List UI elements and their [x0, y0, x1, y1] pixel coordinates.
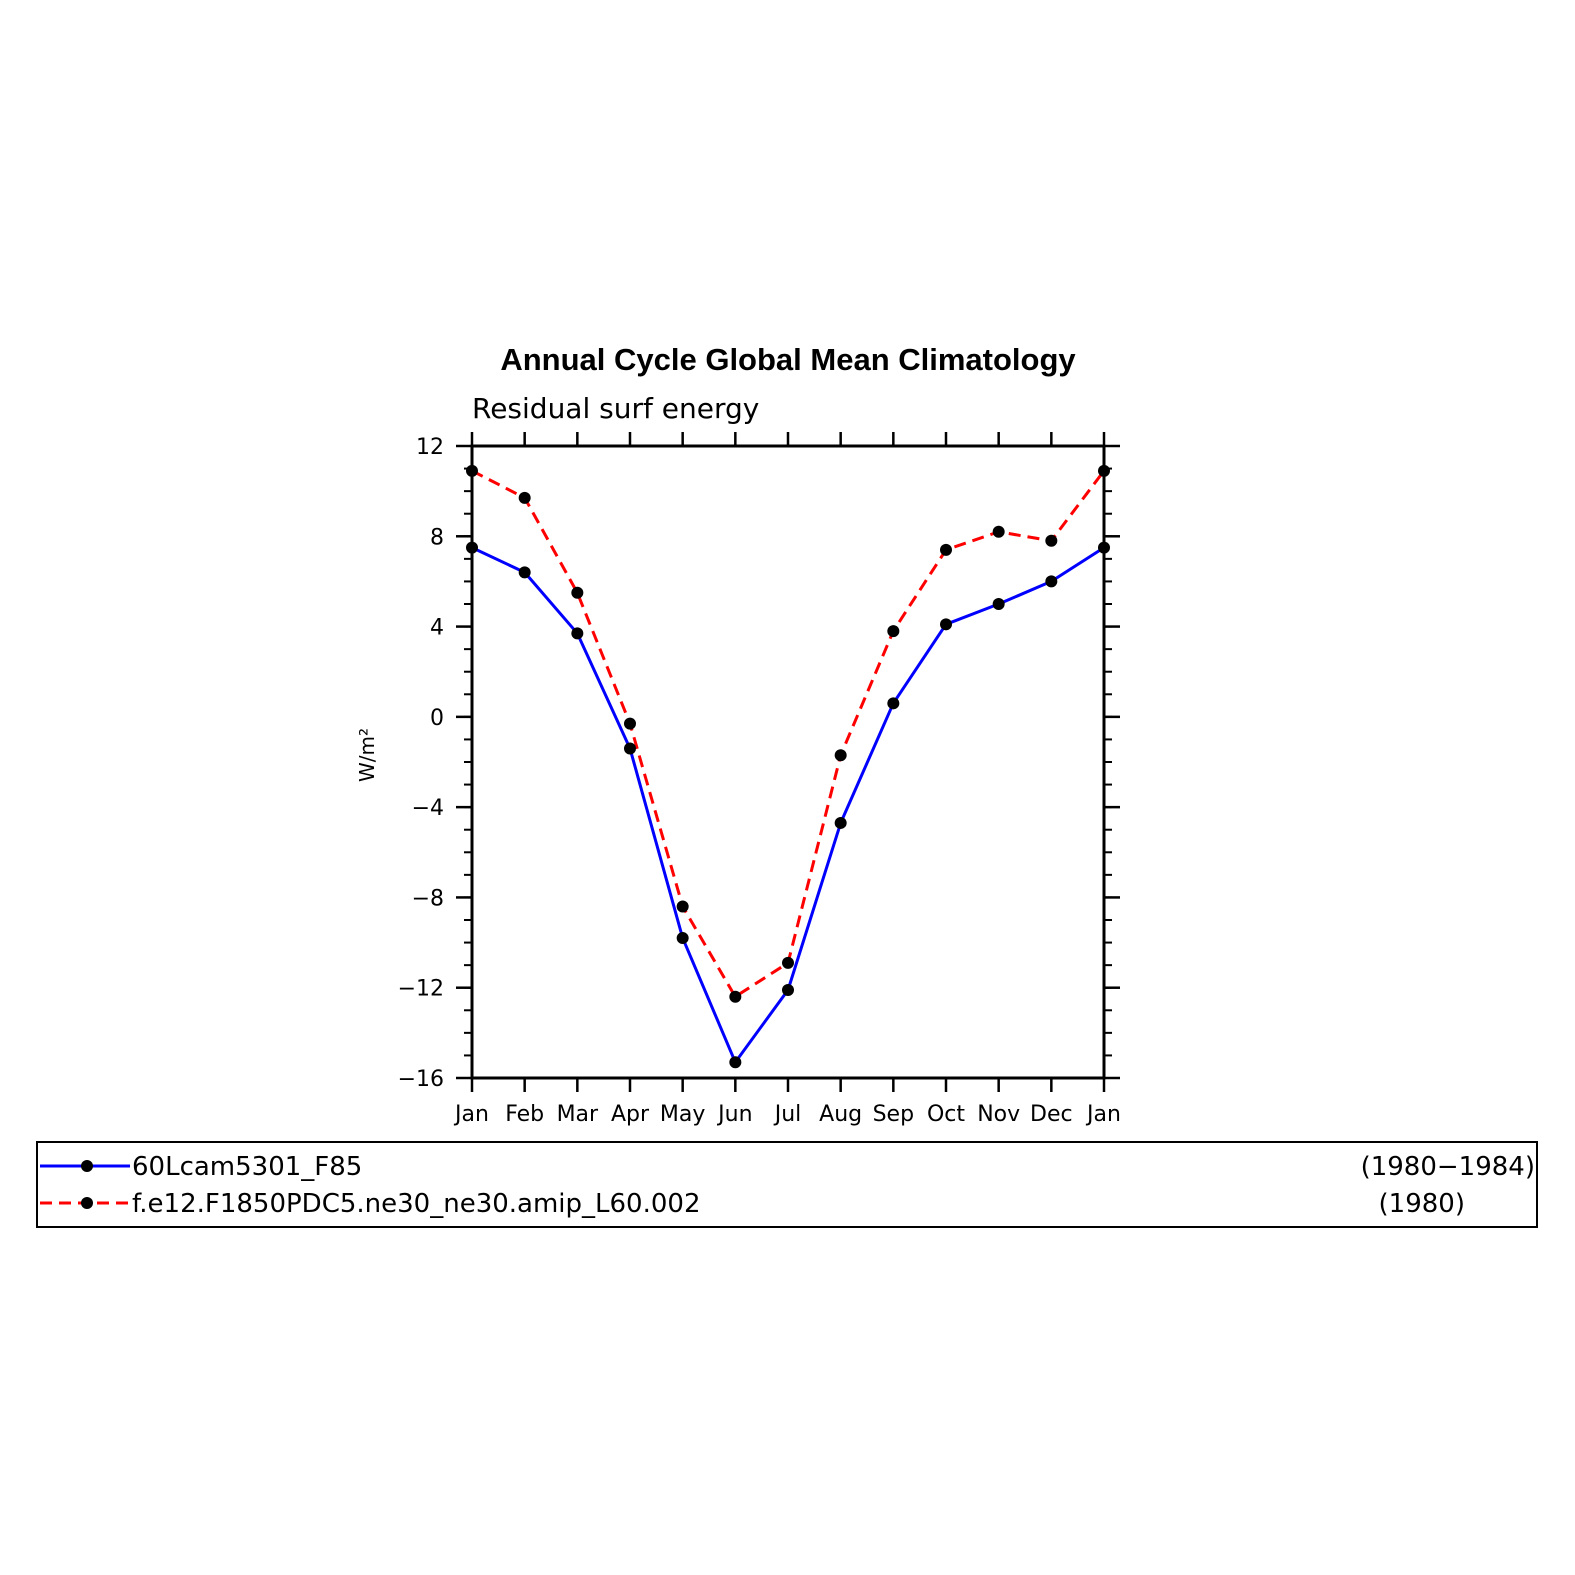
data-point-series-1: [571, 627, 584, 640]
legend-period-series-2: (1980): [1379, 1189, 1465, 1219]
x-tick-label: May: [660, 1102, 705, 1127]
data-point-series-2: [571, 586, 584, 599]
y-tick-label: 4: [430, 616, 444, 641]
y-tick-label: −16: [398, 1067, 444, 1092]
data-point-series-2: [676, 900, 689, 913]
legend-period-series-1: (1980−1984): [1361, 1152, 1535, 1182]
data-point-series-1: [887, 697, 900, 710]
y-tick-label: 12: [416, 435, 444, 460]
y-tick-label: 0: [430, 706, 444, 731]
data-point-series-2: [992, 525, 1005, 538]
data-point-series-1: [676, 932, 689, 945]
data-point-series-1: [624, 742, 636, 755]
chart-title: Annual Cycle Global Mean Climatology: [500, 342, 1076, 377]
x-tick-label: Jan: [453, 1102, 489, 1127]
legend-box: [36, 1141, 1538, 1228]
data-point-series-1: [782, 983, 794, 996]
x-tick-label: Feb: [505, 1102, 544, 1127]
data-point-series-1: [1045, 575, 1058, 588]
data-point-series-1: [992, 598, 1005, 610]
data-point-series-2: [518, 491, 531, 504]
data-point-series-1: [518, 566, 531, 579]
data-point-series-2: [466, 464, 478, 477]
data-point-series-1: [729, 1056, 742, 1069]
legend: 60Lcam5301_F85 (1980−1984) f.e12.F1850PD…: [36, 1141, 1538, 1228]
x-tick-label: Sep: [873, 1102, 914, 1127]
chart-subtitle: Residual surf energy: [472, 392, 759, 425]
data-point-series-1: [1098, 541, 1110, 554]
x-tick-label: Jan: [1085, 1102, 1121, 1127]
x-tick-label: Jun: [716, 1102, 752, 1127]
x-tick-label: Jul: [773, 1102, 802, 1127]
data-point-series-2: [1045, 534, 1058, 547]
y-tick-label: −12: [398, 977, 444, 1002]
data-point-series-2: [887, 625, 900, 638]
legend-marker-series-1: [81, 1160, 93, 1172]
x-tick-label: Dec: [1030, 1102, 1073, 1127]
data-point-series-2: [729, 990, 742, 1003]
legend-marker-series-2: [81, 1197, 93, 1209]
plot-axes: Jan Feb Mar Apr May Jun Jul Aug Sep Oct Nov Dec Jan 1…: [398, 432, 1121, 1127]
legend-label-series-2: f.e12.F1850PDC5.ne30_ne30.amip_L60.002: [132, 1189, 700, 1219]
y-axis-label: W/m²: [355, 728, 379, 782]
data-point-series-1: [940, 618, 952, 631]
x-tick-label: Mar: [557, 1102, 599, 1127]
y-tick-label: 8: [430, 525, 444, 550]
data-point-series-2: [1098, 464, 1110, 477]
data-point-series-1: [466, 541, 478, 554]
y-tick-label: −8: [412, 886, 444, 911]
x-tick-label: Nov: [977, 1102, 1020, 1127]
data-point-series-2: [624, 717, 636, 730]
x-tick-label: Apr: [611, 1102, 650, 1127]
legend-label-series-1: 60Lcam5301_F85: [132, 1152, 362, 1182]
x-tick-label: Aug: [819, 1102, 862, 1127]
x-tick-label: Oct: [927, 1102, 965, 1127]
data-point-series-1: [834, 816, 847, 829]
y-tick-label: −4: [412, 796, 444, 821]
data-point-series-2: [834, 749, 847, 762]
plot-frame: [470, 444, 1106, 1080]
series-line-2: [471, 469, 1106, 999]
data-point-series-2: [782, 956, 794, 969]
data-point-series-2: [940, 543, 952, 556]
series-layer: [466, 464, 1110, 1069]
